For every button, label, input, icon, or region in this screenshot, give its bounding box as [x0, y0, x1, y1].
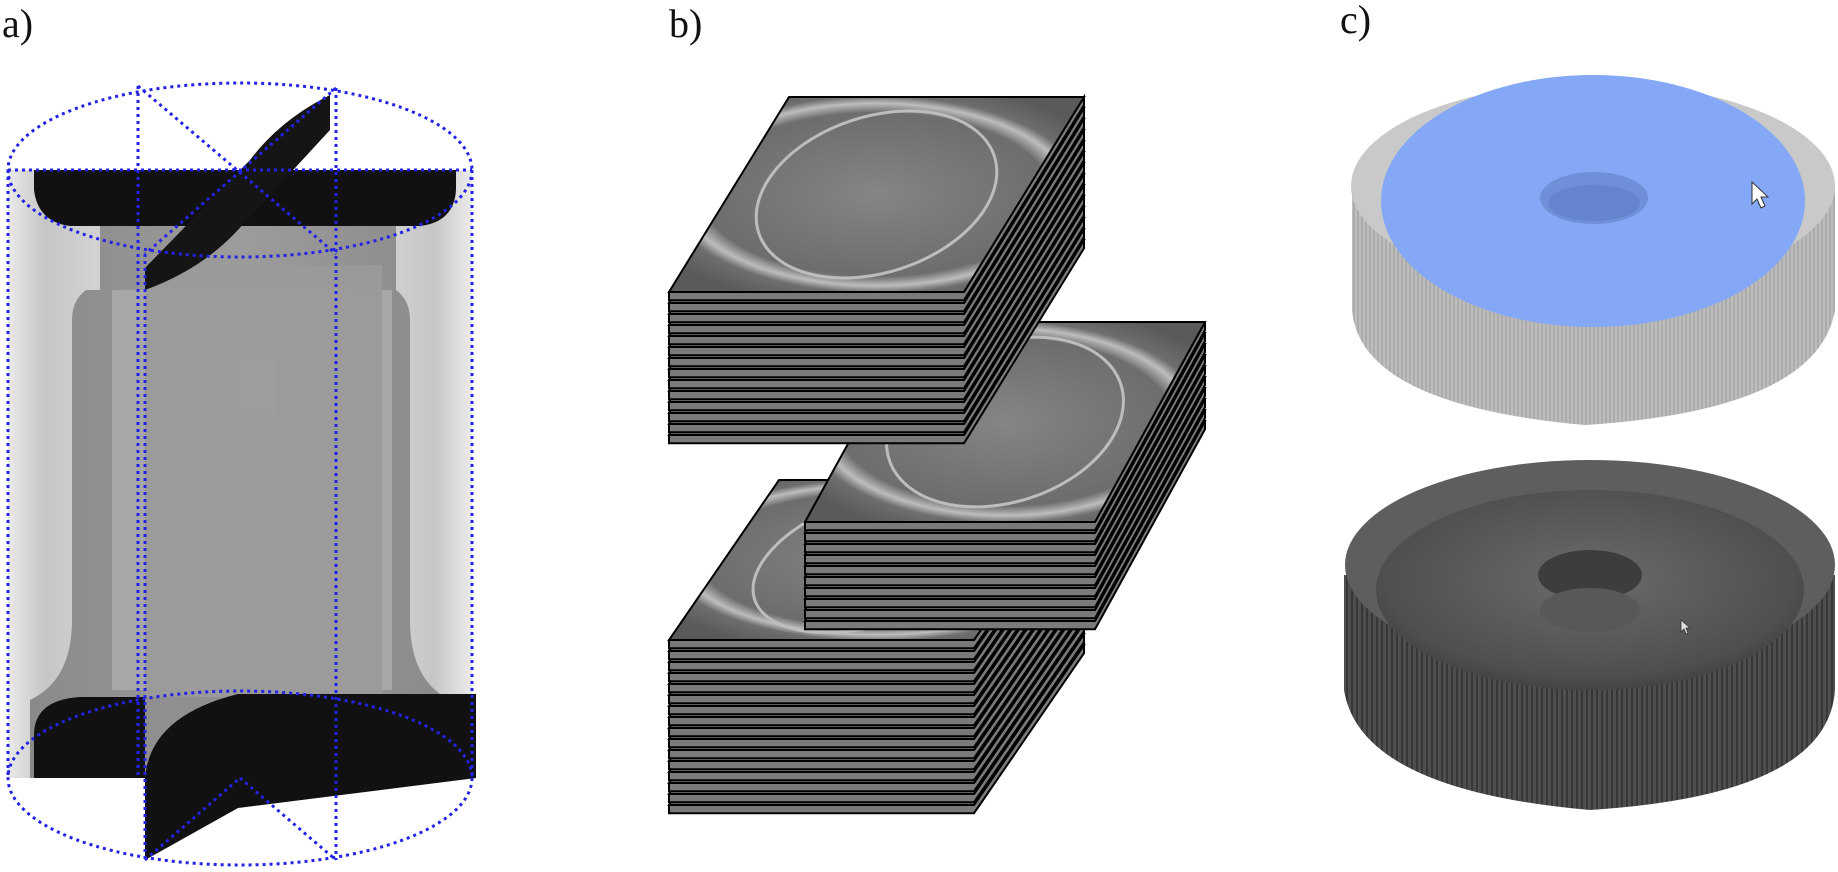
cursor-icon — [1751, 180, 1770, 209]
surface-center-well-inner — [1540, 588, 1640, 632]
upper-stack-slice — [667, 96, 1086, 293]
segmented-disk — [1351, 75, 1835, 425]
projection-blade-top — [145, 95, 330, 290]
surface-disk — [1344, 460, 1835, 810]
panel-a-label: a) — [2, 1, 34, 46]
surface-center-well — [1538, 550, 1642, 600]
panel-c-label: c) — [1340, 0, 1372, 42]
panel-b-figure — [667, 93, 1207, 815]
upper-stack-slice-ring — [754, 109, 999, 280]
panel-a-figure — [6, 81, 476, 867]
cursor-icon-2 — [1680, 619, 1692, 635]
panel-b-label: b) — [669, 1, 703, 46]
projection-plane-2-dark — [145, 694, 476, 860]
cylinder-outline — [6, 81, 474, 867]
panel-c-figure — [1344, 75, 1835, 810]
disk-center-well-inner — [1548, 185, 1640, 221]
